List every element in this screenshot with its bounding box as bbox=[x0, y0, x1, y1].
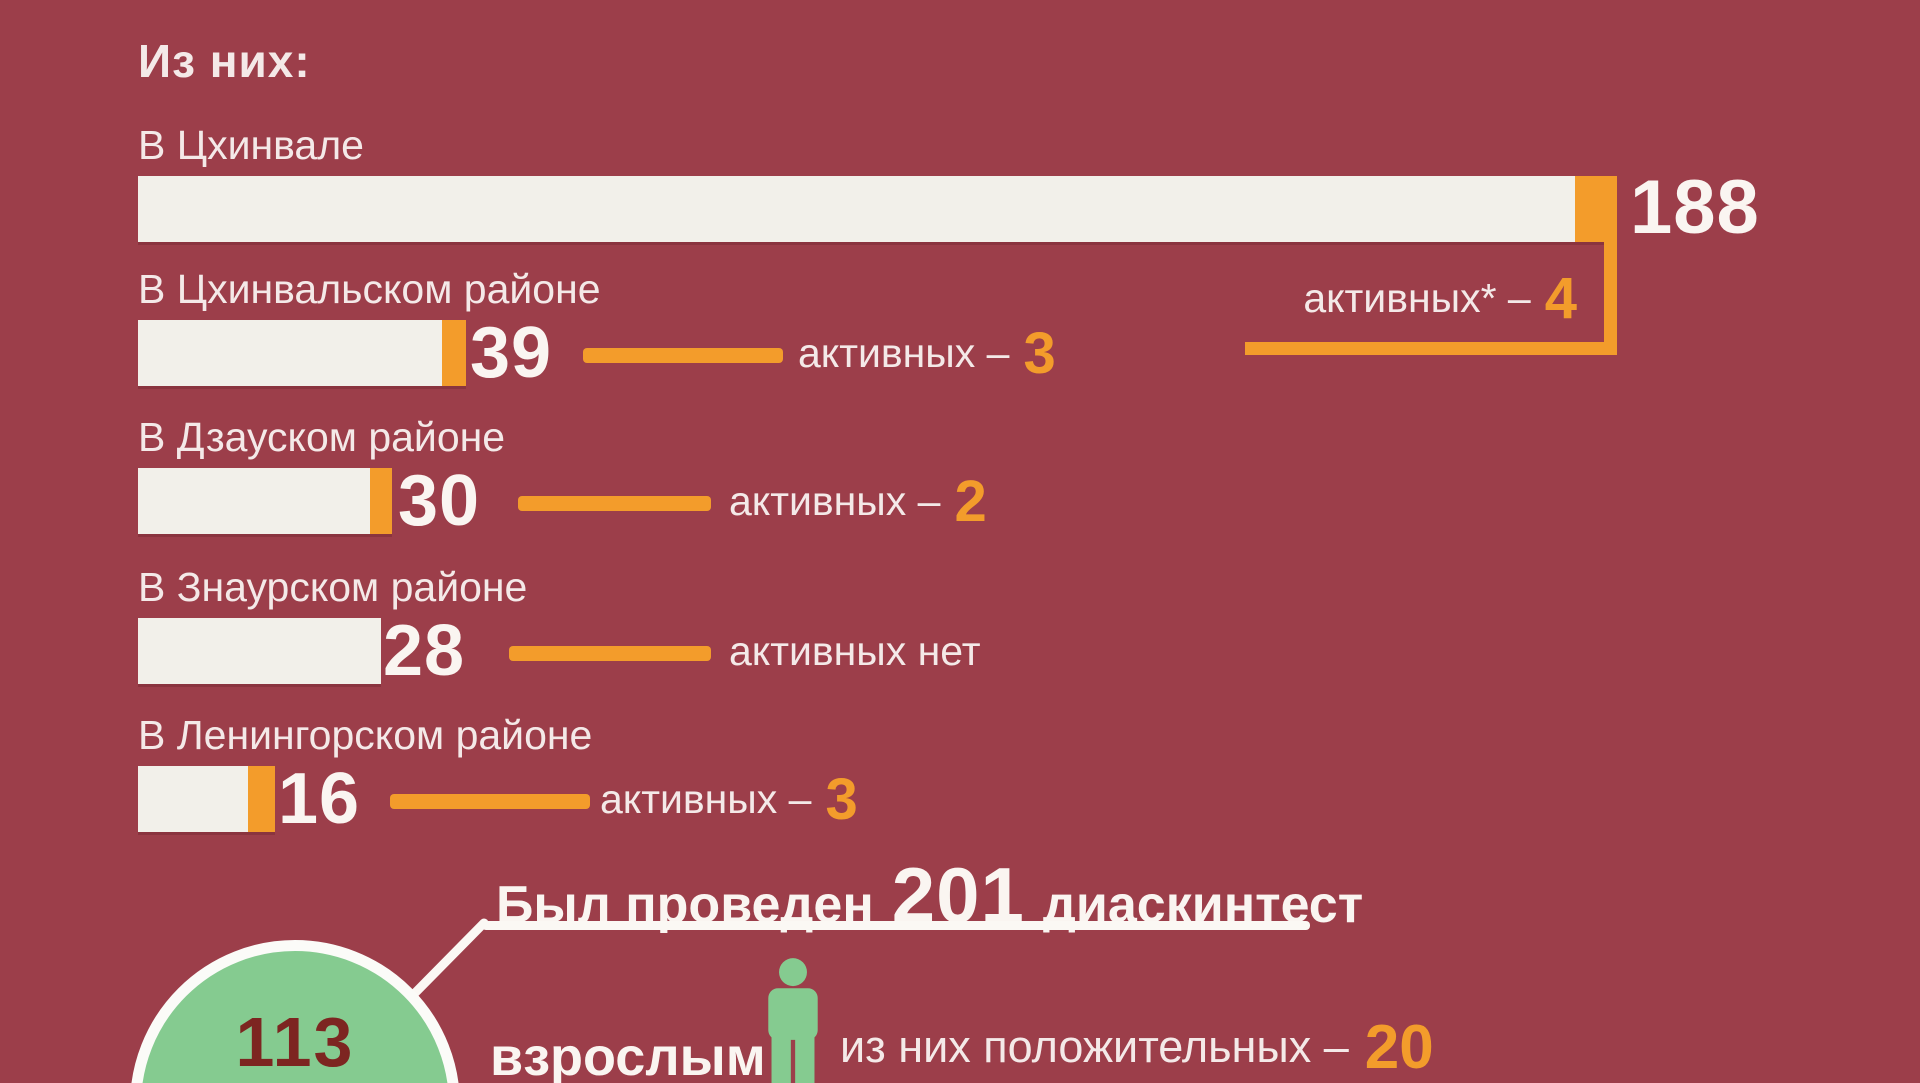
region-bar-leningor bbox=[138, 766, 275, 832]
active-value: 3 bbox=[825, 766, 858, 832]
connector-line-horizontal bbox=[1245, 342, 1617, 355]
connector-dash bbox=[518, 496, 711, 511]
total-value: 39 bbox=[470, 313, 553, 393]
region-label-dzau: В Дзауском районе bbox=[138, 414, 506, 460]
region-bar-tskhinval bbox=[138, 176, 1617, 242]
active-value: 3 bbox=[1023, 320, 1056, 386]
region-label-tskhinval: В Цхинвале bbox=[138, 122, 364, 168]
active-callout: активных – 3 bbox=[600, 766, 858, 832]
active-callout: активных* – 4 bbox=[1240, 262, 1577, 334]
region-label-leningor: В Ленингорском районе bbox=[138, 712, 593, 758]
active-label: активных – bbox=[600, 775, 812, 822]
adults-label: взрослым bbox=[490, 1027, 766, 1083]
active-callout: активных нет bbox=[729, 618, 981, 684]
total-value: 188 bbox=[1630, 164, 1760, 250]
connector-line-vertical bbox=[1604, 242, 1617, 355]
active-callout: активных – 2 bbox=[729, 468, 987, 534]
positive-value: 20 bbox=[1364, 1012, 1434, 1082]
region-label-tskhinval-district: В Цхинвальском районе bbox=[138, 266, 601, 312]
total-value: 16 bbox=[278, 759, 361, 839]
total-value: 28 bbox=[383, 611, 466, 691]
adults-count: 113 bbox=[235, 1003, 355, 1081]
callout-diagonal-line bbox=[409, 918, 489, 999]
region-bar-znaur bbox=[138, 618, 381, 684]
connector-dash bbox=[583, 348, 783, 363]
active-callout: активных – 3 bbox=[798, 320, 1056, 386]
connector-dash bbox=[509, 646, 711, 661]
active-label: активных – bbox=[798, 329, 1010, 376]
region-label-znaur: В Знаурском районе bbox=[138, 564, 528, 610]
active-label: активных* – bbox=[1303, 274, 1531, 321]
region-bar-tskhinval-district bbox=[138, 320, 466, 386]
person-icon bbox=[768, 958, 818, 1083]
total-value: 30 bbox=[398, 461, 481, 541]
active-label: активных нет bbox=[729, 627, 981, 674]
page-title: Из них: bbox=[138, 35, 311, 87]
bar-active-tip bbox=[370, 468, 392, 534]
region-bar-dzau bbox=[138, 468, 392, 534]
bar-active-tip bbox=[1575, 176, 1617, 242]
positive-results: из них положительных – 20 bbox=[840, 1012, 1434, 1082]
connector-dash bbox=[390, 794, 590, 809]
active-label: активных – bbox=[729, 477, 941, 524]
active-value: 2 bbox=[954, 468, 987, 534]
positive-label: из них положительных – bbox=[840, 1021, 1349, 1072]
bar-active-tip bbox=[248, 766, 275, 832]
bar-active-tip bbox=[442, 320, 466, 386]
active-value: 4 bbox=[1544, 265, 1577, 331]
headline-underline bbox=[482, 921, 1310, 930]
